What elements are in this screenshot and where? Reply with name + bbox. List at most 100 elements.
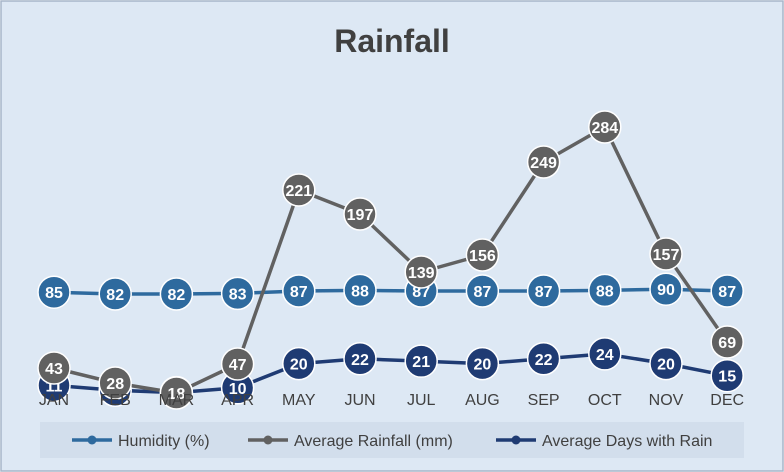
data-point-marker [465, 238, 500, 272]
data-point-marker [649, 272, 683, 306]
data-point: 24 [588, 337, 622, 371]
x-tick-label: MAR [159, 392, 195, 409]
data-point-marker [404, 344, 438, 378]
data-point: 47 [220, 347, 255, 381]
data-label: 156 [469, 248, 496, 265]
data-point-marker [526, 342, 561, 376]
x-tick-label: NOV [649, 392, 684, 409]
data-label: 88 [596, 283, 614, 300]
data-point: 82 [98, 277, 132, 311]
data-label: 87 [718, 284, 736, 301]
x-tick-label: DEC [710, 392, 744, 409]
data-point: 43 [37, 351, 71, 385]
data-label: 20 [290, 357, 308, 374]
data-point: 87 [710, 274, 744, 308]
data-label: 15 [718, 369, 736, 386]
data-label: 69 [718, 335, 736, 352]
data-point: 87 [526, 274, 561, 308]
data-label: 90 [657, 282, 675, 299]
data-label: 139 [408, 265, 435, 282]
data-label: 87 [290, 284, 308, 301]
data-point: 157 [649, 237, 683, 271]
data-label: 43 [45, 361, 63, 378]
data-point-marker [98, 366, 132, 400]
legend-item: Average Days with Rain [496, 433, 712, 450]
data-point-marker [465, 346, 500, 381]
data-label: 88 [351, 283, 369, 300]
data-label: 83 [229, 286, 247, 303]
data-point-marker [526, 274, 561, 308]
data-point-marker [343, 197, 377, 231]
data-point: 221 [282, 173, 316, 207]
data-point-marker [710, 325, 744, 359]
data-label: 87 [412, 284, 430, 301]
chart-title: Rainfall [334, 23, 450, 59]
legend-item: Average Rainfall (mm) [248, 433, 453, 450]
data-point: 88 [588, 273, 622, 308]
data-label: 82 [168, 287, 186, 304]
data-point-marker [710, 358, 744, 393]
x-tick-label: FEB [100, 392, 131, 409]
data-label: 10 [229, 381, 247, 398]
data-point: 20 [649, 346, 683, 381]
data-point: 22 [343, 342, 377, 376]
data-point: 87 [282, 274, 316, 308]
data-point: 22 [526, 342, 561, 376]
data-point-marker [649, 346, 683, 381]
series-markers: 8582828387888787878890871198102022212022… [37, 110, 744, 410]
data-label: 221 [285, 183, 312, 200]
legend-swatch-marker [511, 435, 521, 445]
x-axis-tick-labels: JAN FEB MAR APR MAY JUN JUL AUG SEP OCT NOV DEC [39, 392, 744, 409]
legend-item: Humidity (%) [72, 433, 210, 450]
data-label: 24 [596, 347, 614, 364]
data-label: 20 [474, 357, 492, 374]
data-label: 157 [653, 247, 680, 264]
data-point-marker [159, 376, 194, 410]
data-point-marker [588, 273, 622, 308]
data-point: 284 [588, 110, 622, 144]
data-label: 87 [474, 284, 492, 301]
data-point-marker [710, 274, 744, 308]
data-point-marker [282, 346, 316, 381]
data-point: 87 [465, 274, 500, 308]
data-point-marker [526, 145, 561, 179]
legend: Humidity (%) Average Rainfall (mm) Average… [72, 433, 712, 450]
data-point: 10 [220, 371, 255, 405]
x-tick-label: JAN [39, 392, 69, 409]
data-point-marker [282, 173, 316, 207]
data-label: 85 [45, 285, 63, 302]
data-label: 87 [535, 284, 553, 301]
legend-label: Average Rainfall (mm) [294, 433, 453, 450]
x-tick-label: AUG [465, 392, 500, 409]
data-point: 90 [649, 272, 683, 306]
data-point: 18 [159, 376, 194, 410]
data-point: 156 [465, 238, 500, 272]
data-label: 82 [106, 287, 124, 304]
x-tick-label: MAY [282, 392, 316, 409]
legend-swatch-marker [263, 435, 273, 445]
data-point: 83 [220, 276, 255, 311]
data-point-marker [404, 255, 438, 289]
data-label: 22 [351, 352, 369, 369]
data-point-marker [98, 277, 132, 311]
data-point: 88 [343, 273, 377, 308]
data-label: 20 [657, 357, 675, 374]
data-point: 197 [343, 197, 377, 231]
legend-label: Humidity (%) [118, 433, 210, 450]
data-point-marker [649, 237, 683, 271]
data-point: 15 [710, 358, 744, 393]
data-label: 28 [106, 376, 124, 393]
data-point: 21 [404, 344, 438, 378]
data-point-marker [220, 347, 255, 381]
data-point: 139 [404, 255, 438, 289]
data-point-marker [588, 110, 622, 144]
legend-swatch-marker [87, 435, 97, 445]
data-point: 69 [710, 325, 744, 359]
x-tick-label: JUN [344, 392, 375, 409]
data-label: 22 [535, 352, 553, 369]
data-point-marker [282, 274, 316, 308]
data-point: 249 [526, 145, 561, 179]
legend-label: Average Days with Rain [542, 433, 712, 450]
